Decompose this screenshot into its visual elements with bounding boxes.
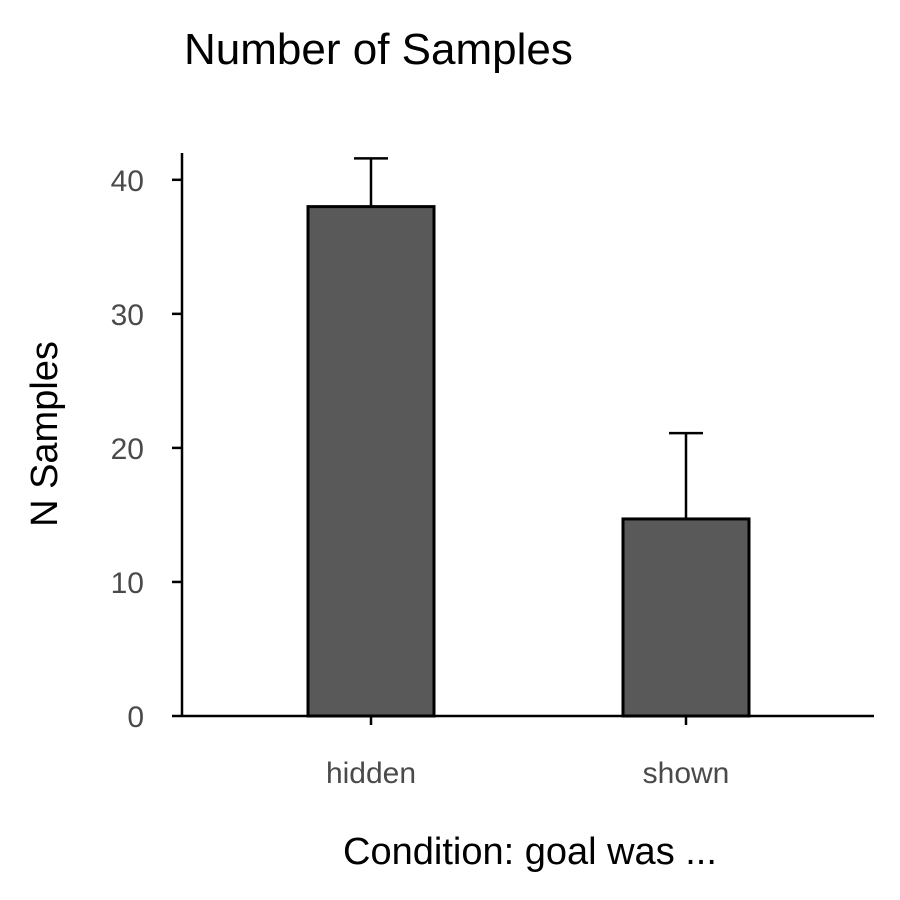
y-tick-label: 30 xyxy=(111,299,144,332)
plot-area: 0 10 20 30 40 hidden shown xyxy=(111,153,874,790)
x-axis-label: Condition: goal was ... xyxy=(343,831,717,873)
x-tick-label: hidden xyxy=(326,757,416,790)
y-tick-label: 20 xyxy=(111,433,144,466)
y-tick-label: 40 xyxy=(111,165,144,198)
y-tick-label: 10 xyxy=(111,567,144,600)
error-bars xyxy=(354,157,703,519)
y-axis-ticks: 0 10 20 30 40 xyxy=(111,165,182,734)
bar-hidden xyxy=(306,205,436,718)
y-axis-label: N Samples xyxy=(24,341,66,527)
x-tick-label: shown xyxy=(643,757,730,790)
x-axis-ticks: hidden shown xyxy=(326,716,729,790)
chart-title: Number of Samples xyxy=(184,25,573,74)
bars xyxy=(306,205,751,718)
y-tick-label: 0 xyxy=(127,701,144,734)
bar-shown xyxy=(621,517,751,718)
